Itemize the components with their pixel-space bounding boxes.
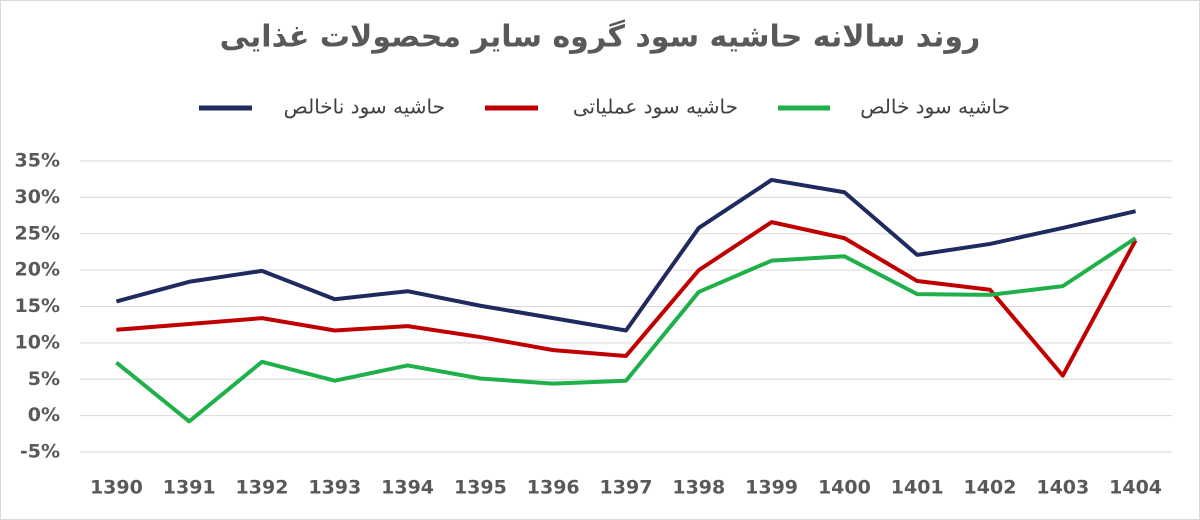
x-tick-label: 1398 bbox=[672, 477, 725, 499]
data-line bbox=[115, 177, 1137, 333]
x-tick-label: 1399 bbox=[745, 477, 798, 499]
legend-label: حاشیه سود عملیاتی bbox=[573, 95, 738, 119]
x-tick-label: 1391 bbox=[163, 477, 216, 499]
x-tick-label: 1400 bbox=[818, 477, 871, 499]
x-tick-label: 1403 bbox=[1036, 477, 1089, 499]
y-tick-label: -5% bbox=[20, 441, 60, 463]
x-tick-label: 1402 bbox=[964, 477, 1017, 499]
x-tick-label: 1395 bbox=[454, 477, 507, 499]
x-tick-label: 1393 bbox=[308, 477, 361, 499]
legend-label: حاشیه سود خالص bbox=[860, 95, 1010, 119]
y-tick-label: 30% bbox=[15, 186, 60, 208]
y-tick-label: 20% bbox=[15, 259, 60, 281]
x-tick-label: 1392 bbox=[236, 477, 289, 499]
x-tick-label: 1394 bbox=[381, 477, 434, 499]
data-line bbox=[116, 220, 1138, 378]
y-tick-label: 10% bbox=[15, 331, 60, 353]
legend-label: حاشیه سود ناخالص bbox=[284, 95, 445, 119]
x-tick-label: 1404 bbox=[1109, 477, 1162, 499]
x-tick-label: 1401 bbox=[891, 477, 944, 499]
y-tick-label: 35% bbox=[15, 150, 60, 172]
y-tick-label: 15% bbox=[15, 295, 60, 317]
x-tick-label: 1396 bbox=[527, 477, 580, 499]
x-tick-label: 1390 bbox=[90, 477, 143, 499]
x-tick-label: 1397 bbox=[600, 477, 653, 499]
y-tick-label: 0% bbox=[28, 404, 60, 426]
y-tick-label: 5% bbox=[28, 368, 60, 390]
data-line bbox=[115, 236, 1137, 424]
y-tick-label: 25% bbox=[15, 222, 60, 244]
chart-title: روند سالانه حاشیه سود گروه سایر محصولات … bbox=[220, 19, 981, 55]
